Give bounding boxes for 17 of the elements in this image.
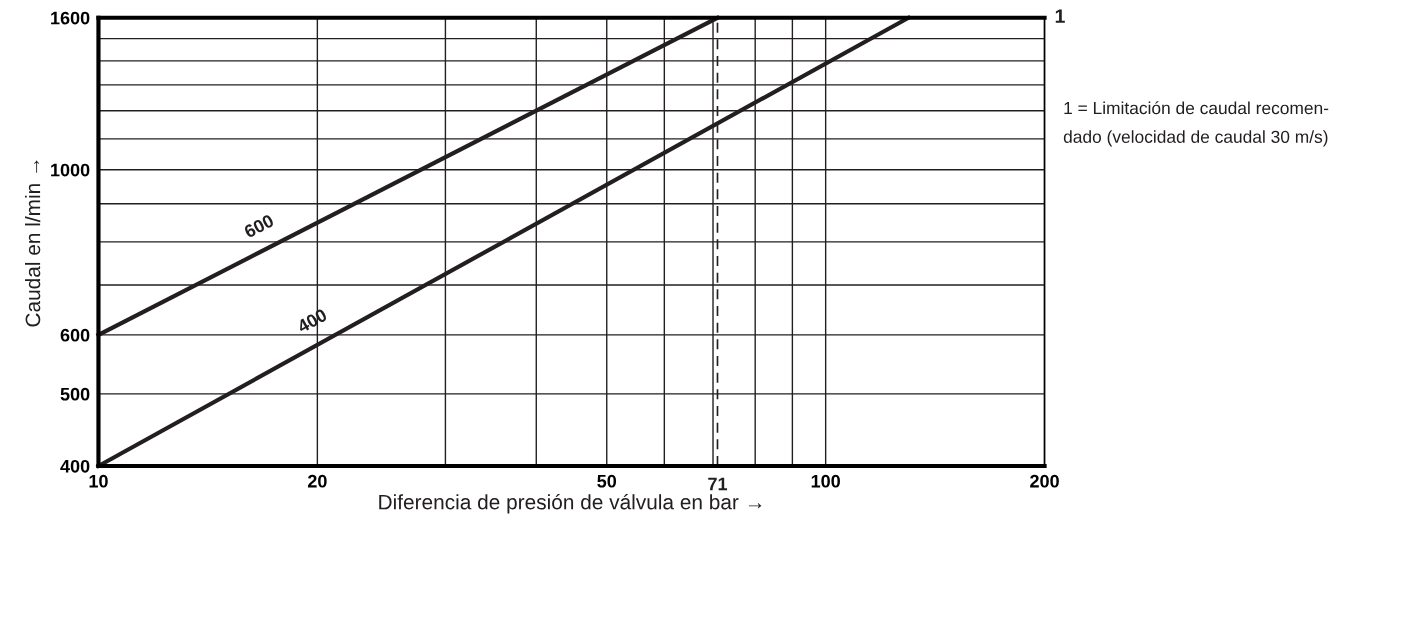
- y-tick-label: 500: [60, 387, 90, 401]
- text: 400: [296, 308, 328, 334]
- x-tick-label: 100: [811, 474, 840, 488]
- x-tick-label: 50: [597, 474, 617, 488]
- x-tick-label: 200: [1030, 474, 1059, 488]
- y-tick-label: 1600: [51, 11, 90, 25]
- y-tick-label: 400: [60, 459, 90, 473]
- text: 1: [1055, 9, 1065, 23]
- ref-line-label: 71: [708, 477, 728, 491]
- x-axis-title: Diferencia de presión de válvula en bar →: [379, 493, 762, 514]
- y-axis-title: Caudal en l/min →: [24, 160, 41, 327]
- y-tick-label: 1000: [51, 163, 90, 177]
- y-tick-label: 600: [60, 328, 90, 342]
- text: 600: [243, 213, 275, 239]
- x-tick-label: 20: [307, 474, 327, 488]
- text: 1 = Limitación de caudal recomen- dado (velocidad de caudal 30 m/s): [1063, 101, 1329, 147]
- x-tick-label: 10: [89, 474, 108, 488]
